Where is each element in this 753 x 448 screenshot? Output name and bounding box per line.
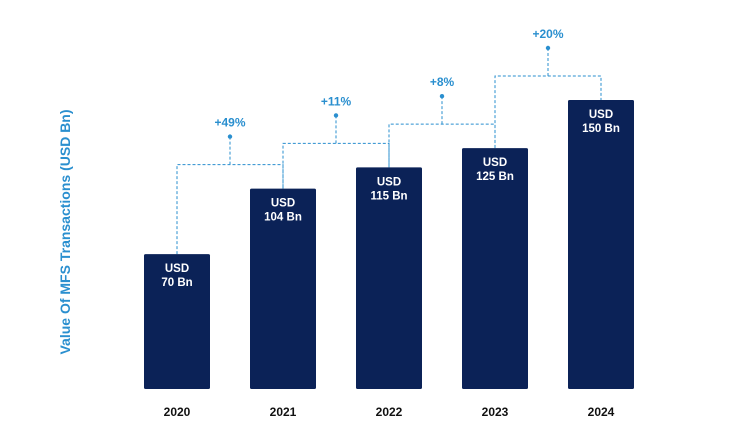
x-tick-2020: 2020	[164, 405, 191, 419]
bar-label-2023-1: USD	[483, 157, 507, 169]
bar-2024	[568, 100, 634, 389]
bar-label-2023-2: 125 Bn	[476, 171, 514, 183]
bar-label-2021-2: 104 Bn	[264, 212, 302, 224]
growth-label-4: +20%	[532, 27, 563, 41]
growth-label-3: +8%	[430, 75, 455, 89]
bar-2022	[356, 167, 422, 389]
growth-label-2: +11%	[321, 94, 352, 108]
growth-labels: +49% +11% +8% +20%	[214, 27, 563, 130]
y-axis-label: Value Of MFS Transactions (USD Bn)	[57, 109, 73, 354]
bar-label-2021-1: USD	[271, 198, 295, 210]
growth-dot-2	[333, 113, 339, 118]
y-axis-label-group: Value Of MFS Transactions (USD Bn)	[57, 109, 73, 354]
growth-connectors	[176, 45, 602, 255]
x-tick-2022: 2022	[376, 405, 403, 419]
bar-label-2024-2: 150 Bn	[582, 123, 620, 135]
bar-label-2022-1: USD	[377, 176, 401, 188]
bar-label-2020-1: USD	[165, 263, 189, 275]
bar-2020	[144, 254, 210, 389]
bar-2023	[462, 148, 528, 389]
x-axis-ticks: 2020 2021 2022 2023 2024	[164, 405, 615, 419]
growth-dot-4	[545, 45, 551, 51]
x-tick-2024: 2024	[588, 405, 615, 419]
bar-label-2024-1: USD	[589, 109, 613, 121]
growth-dot-3	[439, 93, 445, 99]
bar-label-2020-2: 70 Bn	[161, 277, 192, 289]
x-tick-2021: 2021	[270, 405, 297, 419]
x-tick-2023: 2023	[482, 405, 509, 419]
bar-label-2022-2: 115 Bn	[370, 190, 407, 202]
growth-connector-2	[282, 142, 390, 189]
growth-label-1: +49%	[214, 116, 245, 130]
growth-dot-1	[227, 134, 233, 139]
bar-2021	[250, 188, 316, 389]
bars: USD 70 Bn USD 104 Bn USD 115 Bn USD 125 Bn USD 15…	[144, 100, 634, 389]
